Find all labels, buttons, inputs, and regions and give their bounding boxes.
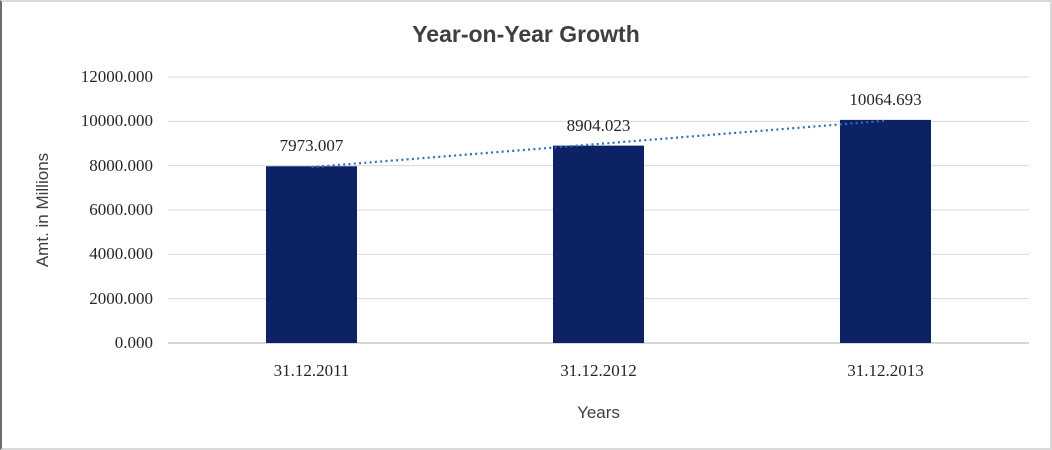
- y-tick-label: 8000.000: [89, 155, 153, 175]
- bar-data-label: 8904.023: [566, 115, 631, 135]
- chart-title: Year-on-Year Growth: [412, 21, 640, 47]
- bar: [553, 145, 644, 343]
- y-tick-label: 4000.000: [89, 244, 153, 264]
- category-label: 31.12.2011: [273, 361, 350, 380]
- y-tick-label: 6000.000: [89, 200, 153, 219]
- bar: [840, 119, 931, 343]
- category-label: 31.12.2012: [560, 361, 637, 380]
- y-tick-label: 10000.000: [80, 111, 153, 131]
- trendline: [311, 119, 886, 169]
- y-tick-label: 12000.000: [80, 67, 153, 86]
- bar-data-label: 10064.693: [849, 89, 922, 109]
- bar-data-label: 7973.007: [279, 136, 344, 156]
- y-tick-label: 0.000: [114, 333, 153, 352]
- bar: [266, 166, 357, 343]
- y-tick-label: 2000.000: [89, 288, 153, 308]
- x-axis-title: Years: [577, 403, 620, 422]
- category-label: 31.12.2013: [847, 361, 924, 380]
